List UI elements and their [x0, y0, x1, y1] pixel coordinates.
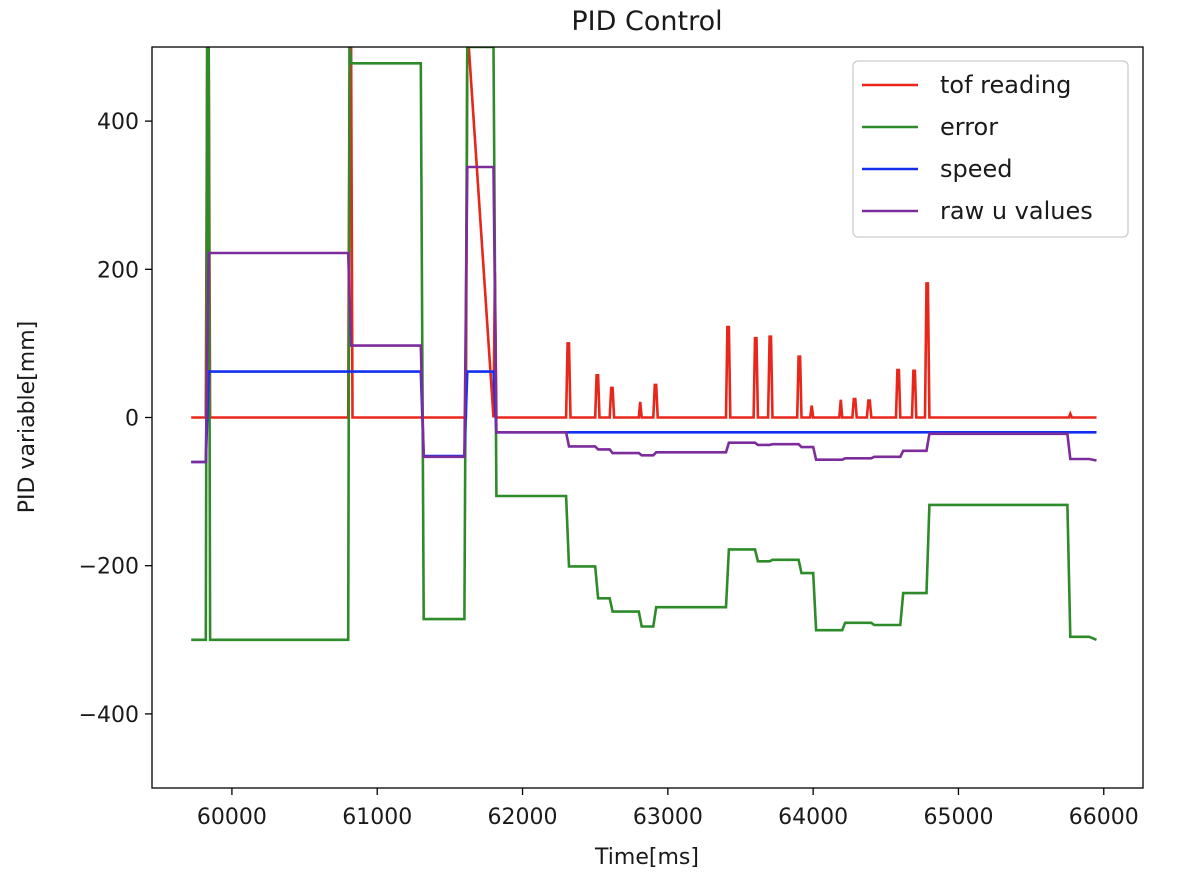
x-tick-label: 60000 — [197, 805, 267, 830]
x-tick-label: 62000 — [488, 805, 558, 830]
series-line-error — [191, 47, 1097, 642]
x-tick-label: 64000 — [778, 805, 848, 830]
x-tick-label: 65000 — [923, 805, 993, 830]
series-layer — [191, 47, 1097, 642]
legend-label-speed: speed — [940, 155, 1013, 183]
legend: tof reading error speed raw u values — [852, 60, 1129, 238]
y-tick-label: 0 — [125, 407, 139, 432]
x-tick-label: 61000 — [342, 805, 412, 830]
x-tick-label: 66000 — [1069, 805, 1139, 830]
y-axis: −400 −200 0 200 400 — [79, 110, 152, 728]
y-tick-label: −200 — [79, 555, 139, 580]
legend-label-error: error — [940, 113, 998, 141]
y-axis-title: PID variable[mm] — [15, 321, 40, 513]
x-axis: 60000 61000 62000 63000 64000 65000 66000 — [197, 788, 1139, 830]
y-tick-label: 400 — [97, 110, 139, 135]
legend-label-tof-reading: tof reading — [940, 71, 1071, 99]
legend-box — [852, 60, 1129, 238]
y-tick-label: 200 — [97, 258, 139, 283]
x-tick-label: 63000 — [633, 805, 703, 830]
y-tick-label: −400 — [79, 703, 139, 728]
chart-title: PID Control — [571, 6, 722, 37]
legend-label-raw-u-values: raw u values — [940, 197, 1093, 225]
x-axis-title: Time[ms] — [594, 845, 699, 870]
series-line-raw-u-values — [191, 165, 1097, 464]
